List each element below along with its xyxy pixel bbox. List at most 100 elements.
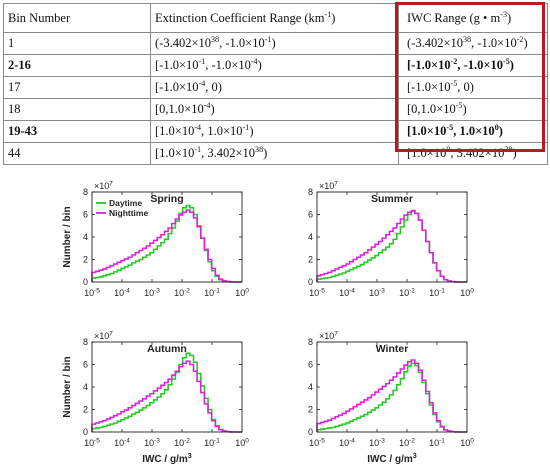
- y-axis-label: Number / bin: [62, 356, 73, 417]
- x-tick-label: 10-2​: [399, 287, 415, 298]
- series-line-nighttime: [91, 209, 242, 283]
- cell-iwc-range: [-1.0×10-5, 0): [398, 76, 548, 99]
- y-tick-label: 2: [83, 255, 88, 265]
- x-tick-label: 10-5​: [84, 287, 100, 298]
- header-extinction-range: Extinction Coefficient Range (km-1): [150, 3, 399, 33]
- series-line-nighttime: [91, 360, 242, 433]
- y-tick-label: 2: [308, 255, 313, 265]
- y-tick-label: 4: [308, 382, 313, 392]
- y-tick-label: 6: [308, 210, 313, 220]
- table-row: 19-43 [1.0×10-4, 1.0×10-1) [1.0×10-5, 1.0×…: [3, 120, 548, 143]
- series-line-daytime: [91, 352, 242, 433]
- y-tick-label: 4: [83, 232, 88, 242]
- cell-extinction-range: [0,1.0×10-4): [150, 98, 399, 121]
- chart-winter: 0 2 4 6 8 10-5​ 10-4​ 10-3​ 10-2​ 10-1​ 100​ ×107​ W…: [308, 330, 474, 465]
- x-tick-label: 10-2​: [174, 437, 190, 448]
- table-row: 17 [-1.0×10-4, 0) [-1.0×10-5, 0): [3, 76, 548, 99]
- series-line-nighttime: [316, 209, 467, 283]
- cell-bin-number: 17: [3, 76, 151, 99]
- y-tick-label: 4: [308, 232, 313, 242]
- plot-frame: [316, 341, 468, 433]
- series-line-daytime: [316, 210, 467, 283]
- histogram-grid: 0 2 4 6 8 10-5​ 10-4​ 10-3​ 10-2​ 10-1​ 100​ ×107​ S…: [62, 180, 474, 465]
- x-tick-label: 10-1​: [204, 287, 220, 298]
- plot-frame: [91, 341, 243, 433]
- chart-title: Summer: [371, 193, 413, 205]
- x-tick-label: 10-3​: [369, 287, 385, 298]
- x-tick-label: 10-3​: [144, 287, 160, 298]
- x-tick-label: 10-1​: [204, 437, 220, 448]
- table-row: 1 (-3.402×1038, -1.0×10-1) (-3.402×1038, -…: [3, 32, 548, 55]
- y-tick-label: 0: [83, 277, 88, 287]
- y-tick-label: 0: [308, 277, 313, 287]
- x-tick-label: 100​: [235, 287, 249, 298]
- x-tick-label: 10-1​: [429, 287, 445, 298]
- x-tick-label: 10-2​: [174, 287, 190, 298]
- cell-extinction-range: [-1.0×10-4, 0): [150, 76, 399, 99]
- chart-title: Spring: [150, 193, 183, 205]
- series-line-nighttime: [316, 359, 467, 433]
- x-tick-label: 100​: [235, 437, 249, 448]
- cell-extinction-range: [1.0×10-1, 3.402×1038): [150, 142, 399, 165]
- cell-iwc-range: [-1.0×10-2, -1.0×10-5): [398, 54, 548, 77]
- y-multiplier-label: ×107​: [319, 330, 338, 341]
- y-tick-label: 8: [83, 187, 88, 197]
- y-tick-label: 0: [308, 427, 313, 437]
- y-tick-label: 6: [83, 210, 88, 220]
- cell-bin-number: 44: [3, 142, 151, 165]
- legend-label-daytime: Daytime: [109, 198, 142, 208]
- header-iwc-range: IWC Range (g • m-3): [398, 3, 548, 33]
- x-axis-label: IWC / g/m3​: [142, 451, 192, 465]
- series-line-daytime: [316, 362, 467, 433]
- x-tick-label: 10-4​: [114, 437, 130, 448]
- table-row: 44 [1.0×10-1, 3.402×1038) [1.0×100, 3.402×…: [3, 142, 548, 165]
- x-tick-label: 10-3​: [369, 437, 385, 448]
- y-multiplier-label: ×107​: [94, 180, 113, 191]
- table-body: 1 (-3.402×1038, -1.0×10-1) (-3.402×1038, -…: [3, 32, 548, 165]
- x-tick-label: 10-2​: [399, 437, 415, 448]
- y-tick-label: 2: [308, 405, 313, 415]
- y-tick-label: 8: [308, 187, 313, 197]
- seasonal-histograms: 0 2 4 6 8 10-5​ 10-4​ 10-3​ 10-2​ 10-1​ 100​ ×107​ S…: [0, 172, 550, 465]
- cell-iwc-range: [0,1.0×10-5): [398, 98, 548, 121]
- cell-iwc-range: [1.0×100, 3.402×1038): [398, 142, 548, 165]
- cell-iwc-range: [1.0×10-5, 1.0×100): [398, 120, 548, 143]
- chart-summer: 0 2 4 6 8 10-5​ 10-4​ 10-3​ 10-2​ 10-1​ 100​ ×107​ S…: [308, 180, 474, 298]
- table-header-row: Bin Number Extinction Coefficient Range …: [3, 3, 548, 33]
- y-tick-label: 8: [83, 337, 88, 347]
- chart-autumn: 0 2 4 6 8 10-5​ 10-4​ 10-3​ 10-2​ 10-1​ 100​ ×107​ A…: [62, 330, 249, 465]
- x-axis-label: IWC / g/m3​: [367, 451, 417, 465]
- y-tick-label: 6: [308, 360, 313, 370]
- y-tick-label: 4: [83, 382, 88, 392]
- x-tick-label: 10-4​: [339, 287, 355, 298]
- cell-extinction-range: (-3.402×1038, -1.0×10-1): [150, 32, 399, 55]
- x-tick-label: 10-4​: [339, 437, 355, 448]
- y-tick-label: 2: [83, 405, 88, 415]
- x-tick-label: 10-1​: [429, 437, 445, 448]
- legend-label-nighttime: Nighttime: [109, 208, 148, 218]
- cell-extinction-range: [-1.0×10-1, -1.0×10-4): [150, 54, 399, 77]
- y-axis-label: Number / bin: [62, 206, 73, 267]
- chart-title: Autumn: [147, 343, 187, 355]
- x-tick-label: 10-4​: [114, 287, 130, 298]
- x-tick-label: 100​: [460, 287, 474, 298]
- x-tick-label: 10-5​: [309, 437, 325, 448]
- cell-bin-number: 19-43: [3, 120, 151, 143]
- chart-title: Winter: [376, 343, 409, 355]
- cell-bin-number: 1: [3, 32, 151, 55]
- table-row: 2-16 [-1.0×10-1, -1.0×10-4) [-1.0×10-2, -1…: [3, 54, 548, 77]
- bin-range-table: Bin Number Extinction Coefficient Range …: [3, 3, 548, 165]
- cell-extinction-range: [1.0×10-4, 1.0×10-1): [150, 120, 399, 143]
- table-row: 18 [0,1.0×10-4) [0,1.0×10-5): [3, 98, 548, 121]
- x-tick-label: 10-5​: [84, 437, 100, 448]
- x-tick-label: 10-3​: [144, 437, 160, 448]
- x-tick-label: 100​: [460, 437, 474, 448]
- cell-bin-number: 2-16: [3, 54, 151, 77]
- y-multiplier-label: ×107​: [319, 180, 338, 191]
- y-tick-label: 6: [83, 360, 88, 370]
- x-tick-label: 10-5​: [309, 287, 325, 298]
- chart-spring: 0 2 4 6 8 10-5​ 10-4​ 10-3​ 10-2​ 10-1​ 100​ ×107​ S…: [62, 180, 249, 298]
- y-multiplier-label: ×107​: [94, 330, 113, 341]
- y-tick-label: 8: [308, 337, 313, 347]
